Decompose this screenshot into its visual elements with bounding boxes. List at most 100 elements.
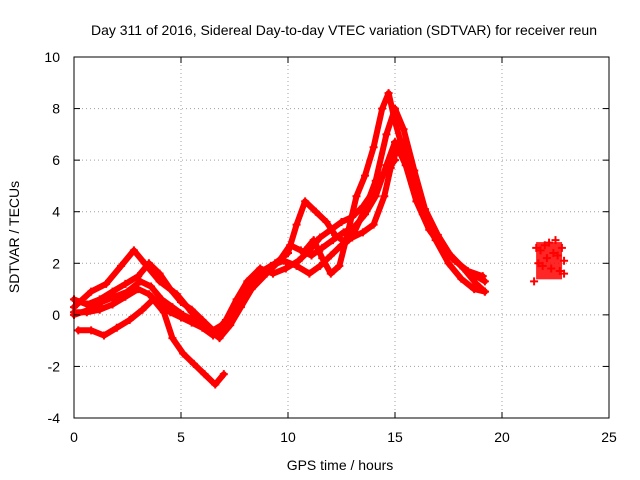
data-point [243, 277, 252, 286]
data-point [211, 380, 220, 389]
data-point [110, 292, 119, 301]
data-point [200, 321, 209, 330]
series-line [71, 105, 488, 334]
data-point [168, 303, 177, 312]
data-point [149, 295, 158, 304]
x-axis-label: GPS time / hours [287, 457, 394, 473]
data-point [87, 287, 96, 296]
series-track-1 [70, 138, 487, 343]
data-point [123, 287, 132, 296]
data-point [294, 256, 303, 265]
data-point [337, 218, 346, 227]
x-tick-label: 10 [280, 429, 296, 445]
data-point [97, 297, 106, 306]
data-point [112, 323, 121, 332]
data-point [147, 282, 156, 291]
data-point [108, 300, 117, 309]
data-point [281, 264, 290, 273]
data-point [380, 169, 389, 178]
data-point [95, 305, 104, 314]
data-point [219, 370, 228, 379]
data-point [316, 233, 325, 242]
data-point [292, 220, 301, 229]
y-tick-label: -4 [48, 410, 61, 426]
data-point [431, 236, 440, 245]
data-point [155, 269, 164, 278]
y-tick-label: 2 [52, 255, 60, 271]
x-tick-label: 20 [494, 429, 510, 445]
data-point [266, 261, 275, 270]
data-point [232, 295, 241, 304]
data-point [134, 272, 143, 281]
data-point [144, 259, 153, 268]
data-point [399, 125, 408, 134]
data-point [384, 89, 393, 98]
y-tick-label: 6 [52, 152, 60, 168]
data-point [102, 279, 111, 288]
data-point [200, 370, 209, 379]
data-point [378, 104, 387, 113]
data-point [348, 212, 357, 221]
y-axis-label: SDTVAR / TECUs [6, 181, 22, 293]
data-point [187, 305, 196, 314]
y-tick-label: 10 [44, 49, 60, 65]
data-point [117, 261, 126, 270]
data-series [70, 89, 569, 389]
data-point [211, 328, 220, 337]
data-point [121, 279, 130, 288]
data-point [284, 248, 292, 257]
cluster-fill [536, 242, 563, 280]
data-point [382, 130, 391, 139]
data-point [399, 148, 408, 157]
data-point [138, 305, 147, 314]
data-point [99, 331, 108, 340]
data-point [444, 259, 453, 268]
data-point [125, 316, 134, 325]
y-tick-label: 8 [52, 101, 60, 117]
data-point [177, 297, 185, 306]
data-point [457, 274, 466, 283]
data-point [74, 326, 83, 335]
data-point [157, 295, 166, 304]
data-point [322, 218, 331, 227]
data-point [166, 285, 175, 294]
series-track-3 [70, 138, 489, 340]
data-point [480, 287, 489, 296]
series-line [302, 90, 488, 295]
data-point [168, 334, 177, 343]
plot-frame [73, 56, 610, 419]
data-point [369, 143, 378, 152]
data-point [179, 310, 188, 319]
series-line [75, 296, 227, 388]
data-point [279, 256, 288, 265]
data-point [369, 187, 378, 196]
data-point [108, 287, 117, 296]
data-point [316, 261, 325, 270]
data-point [305, 246, 314, 255]
data-point [129, 246, 138, 255]
data-point [343, 228, 352, 237]
data-point [179, 349, 188, 358]
data-point [326, 269, 335, 278]
data-point [326, 251, 335, 260]
data-point [391, 156, 399, 165]
data-point [326, 225, 335, 234]
data-point [159, 308, 168, 317]
data-point [369, 220, 378, 229]
data-point [480, 277, 489, 286]
data-point [87, 326, 96, 335]
data-point [189, 359, 198, 368]
data-point [328, 236, 337, 245]
data-point [408, 179, 417, 188]
data-point [256, 264, 265, 273]
series-cluster-21-23h [530, 236, 569, 286]
data-point [459, 264, 468, 273]
data-point [269, 269, 278, 278]
y-tick-label: -2 [48, 358, 61, 374]
data-point [84, 305, 93, 314]
data-point [530, 277, 539, 286]
x-tick-label: 5 [177, 429, 185, 445]
series-line [71, 139, 488, 339]
data-point [331, 230, 340, 239]
